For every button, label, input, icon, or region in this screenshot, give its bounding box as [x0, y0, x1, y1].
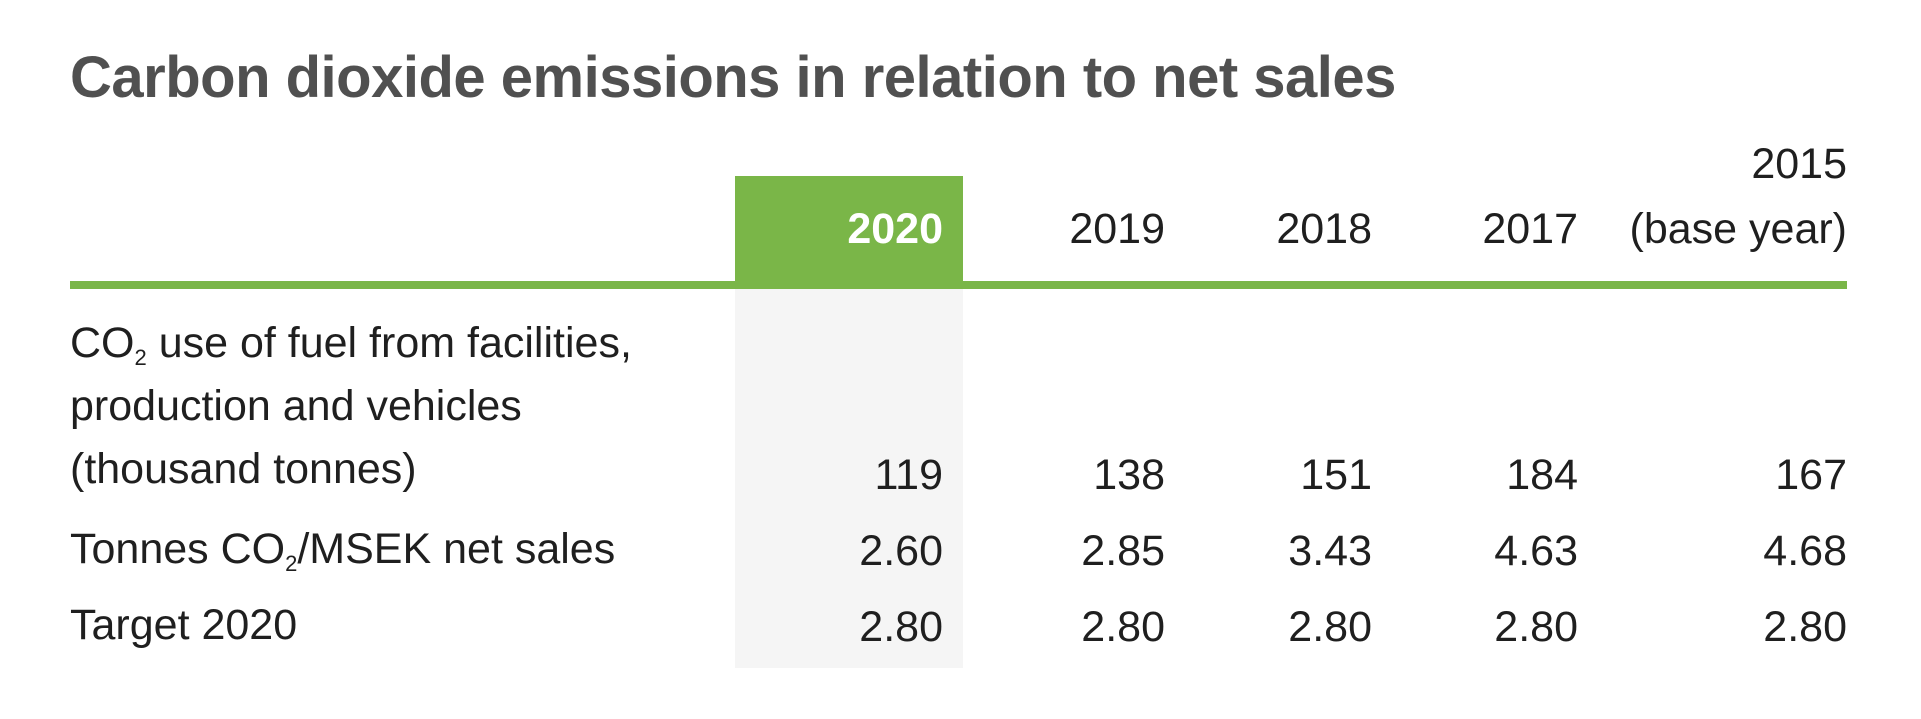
cell-target-2017: 2.80 — [1494, 603, 1578, 651]
cell-tonnes-2017: 4.63 — [1494, 527, 1578, 575]
cell-tonnes-2020: 2.60 — [859, 527, 943, 575]
col-header-2019: 2019 — [1069, 205, 1165, 253]
col-header-base-year: (base year) — [1629, 205, 1847, 253]
row-label-co2-rest: use of fuel from facilities, — [146, 319, 632, 367]
table-title: Carbon dioxide emissions in relation to … — [70, 45, 1396, 110]
row-label-tonnes-msek: Tonnes CO2/MSEK net sales — [70, 518, 615, 581]
col-header-2017: 2017 — [1482, 205, 1578, 253]
cell-target-2018: 2.80 — [1288, 603, 1372, 651]
row-label-co2-line3: (thousand tonnes) — [70, 445, 417, 493]
cell-co2-2019: 138 — [1093, 451, 1165, 499]
row-label-target: Target 2020 — [70, 601, 298, 649]
col-header-2020: 2020 — [847, 205, 943, 253]
row-label-co2-text: CO — [70, 319, 135, 367]
cell-target-2019: 2.80 — [1081, 603, 1165, 651]
row-label-tonnes-subscript: 2 — [285, 551, 298, 576]
cell-co2-2018: 151 — [1300, 451, 1372, 499]
cell-target-2015: 2.80 — [1763, 603, 1847, 651]
row-label-tonnes-text: Tonnes CO — [70, 525, 286, 573]
cell-co2-2015: 167 — [1775, 451, 1847, 499]
cell-tonnes-2015: 4.68 — [1763, 527, 1847, 575]
row-label-co2-subscript: 2 — [134, 345, 147, 370]
cell-co2-2020: 119 — [874, 451, 943, 499]
highlight-header-2020 — [735, 176, 963, 284]
col-header-2015: 2015 — [1751, 140, 1847, 188]
row-label-tonnes-rest: /MSEK net sales — [297, 525, 616, 573]
col-header-2018: 2018 — [1276, 205, 1372, 253]
cell-target-2020: 2.80 — [859, 603, 943, 651]
cell-tonnes-2019: 2.85 — [1081, 527, 1165, 575]
header-rule — [70, 281, 1847, 289]
row-label-co2-line2: production and vehicles — [70, 382, 522, 430]
cell-co2-2017: 184 — [1506, 451, 1578, 499]
cell-tonnes-2018: 3.43 — [1288, 527, 1372, 575]
row-label-co2-use: CO2 use of fuel from facilities, product… — [70, 312, 632, 501]
